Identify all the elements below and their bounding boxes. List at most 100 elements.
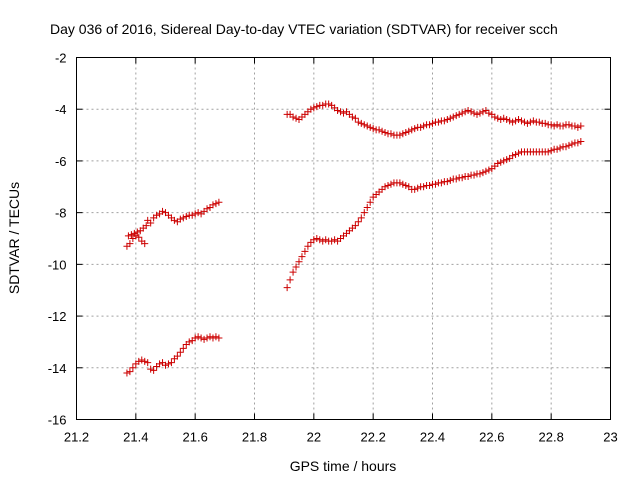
data-point [553, 121, 561, 129]
data-point [470, 171, 478, 179]
data-point [135, 357, 143, 365]
data-point [200, 335, 208, 343]
x-tick-label: 21.4 [123, 430, 148, 445]
data-point [357, 119, 365, 127]
y-tick-label: -10 [48, 257, 67, 272]
x-axis-label: GPS time / hours [290, 458, 397, 474]
data-point [292, 263, 300, 271]
data-point [298, 253, 306, 261]
data-point [319, 101, 327, 109]
data-point [574, 139, 582, 147]
data-point [544, 148, 552, 156]
grid-layer [76, 57, 611, 420]
data-point [292, 114, 300, 122]
data-point [366, 123, 374, 131]
data-point [547, 147, 555, 155]
data-point [363, 203, 371, 211]
y-tick-label: -16 [48, 413, 67, 428]
data-point [556, 144, 564, 152]
data-point [420, 122, 428, 130]
data-point [135, 233, 143, 241]
data-point [289, 113, 297, 121]
data-point [310, 104, 318, 112]
data-point [164, 360, 172, 368]
data-point [399, 180, 407, 188]
data-point [565, 121, 573, 129]
data-point [476, 109, 484, 117]
data-point [512, 150, 520, 158]
data-point [568, 140, 576, 148]
data-point [316, 236, 324, 244]
data-point [133, 228, 141, 236]
data-point [188, 211, 196, 219]
data-point [150, 366, 158, 374]
data-point [405, 127, 413, 135]
y-tick-labels: -16 -14 -12 -10 -8 -6 -4 -2 [48, 51, 67, 428]
x-tick-labels: 21.2 21.4 21.6 21.8 22 22.2 22.4 22.6 22.8 23 [64, 430, 618, 445]
data-point [449, 113, 457, 121]
data-point [141, 240, 149, 248]
x-tick-label: 22 [307, 430, 321, 445]
data-point [313, 235, 321, 242]
data-point [452, 112, 460, 120]
data-point [141, 357, 149, 365]
points-layer [123, 100, 585, 377]
data-point [340, 109, 347, 117]
data-point [179, 214, 187, 222]
data-point [194, 333, 202, 341]
data-point [464, 107, 472, 115]
data-point [506, 117, 514, 125]
data-point [307, 105, 315, 113]
data-point [381, 128, 389, 136]
data-point [396, 179, 404, 187]
y-tick-label: -14 [48, 361, 67, 376]
data-point [512, 117, 520, 125]
data-point [411, 125, 419, 133]
data-point [328, 237, 336, 245]
data-point [378, 127, 386, 135]
data-point [375, 126, 383, 134]
data-point [381, 183, 389, 191]
data-point [153, 211, 161, 219]
data-point [494, 160, 502, 168]
data-point [212, 333, 220, 341]
data-point [455, 110, 463, 118]
data-point [124, 232, 132, 240]
x-tick-label: 23 [603, 430, 617, 445]
data-point [206, 333, 214, 341]
series-track-d [283, 138, 585, 292]
data-point [494, 114, 502, 122]
data-point [331, 236, 339, 244]
data-point [547, 121, 555, 129]
data-point [179, 344, 187, 352]
x-tick-label: 21.8 [242, 430, 267, 445]
data-point [559, 122, 567, 130]
data-point [470, 109, 478, 117]
data-point [182, 213, 190, 221]
data-point [129, 364, 137, 372]
data-point [408, 126, 416, 134]
x-tick-label: 22.2 [361, 430, 386, 445]
data-point [461, 108, 469, 116]
data-point [479, 169, 487, 177]
data-point [414, 184, 422, 192]
data-point [132, 232, 140, 240]
data-point [440, 117, 448, 125]
chart-title: Day 036 of 2016, Sidereal Day-to-day VTE… [50, 21, 558, 37]
y-tick-label: -6 [55, 154, 67, 169]
data-point [577, 138, 585, 146]
data-point [313, 103, 321, 111]
data-point [351, 222, 359, 230]
data-point [212, 200, 220, 208]
data-point [126, 240, 134, 248]
data-point [503, 116, 511, 124]
data-point [396, 131, 404, 139]
y-tick-label: -8 [55, 206, 67, 221]
data-point [500, 114, 508, 122]
data-point [209, 334, 217, 342]
data-point [319, 237, 327, 245]
data-point [452, 175, 460, 183]
data-point [203, 334, 211, 342]
data-point [215, 198, 223, 206]
